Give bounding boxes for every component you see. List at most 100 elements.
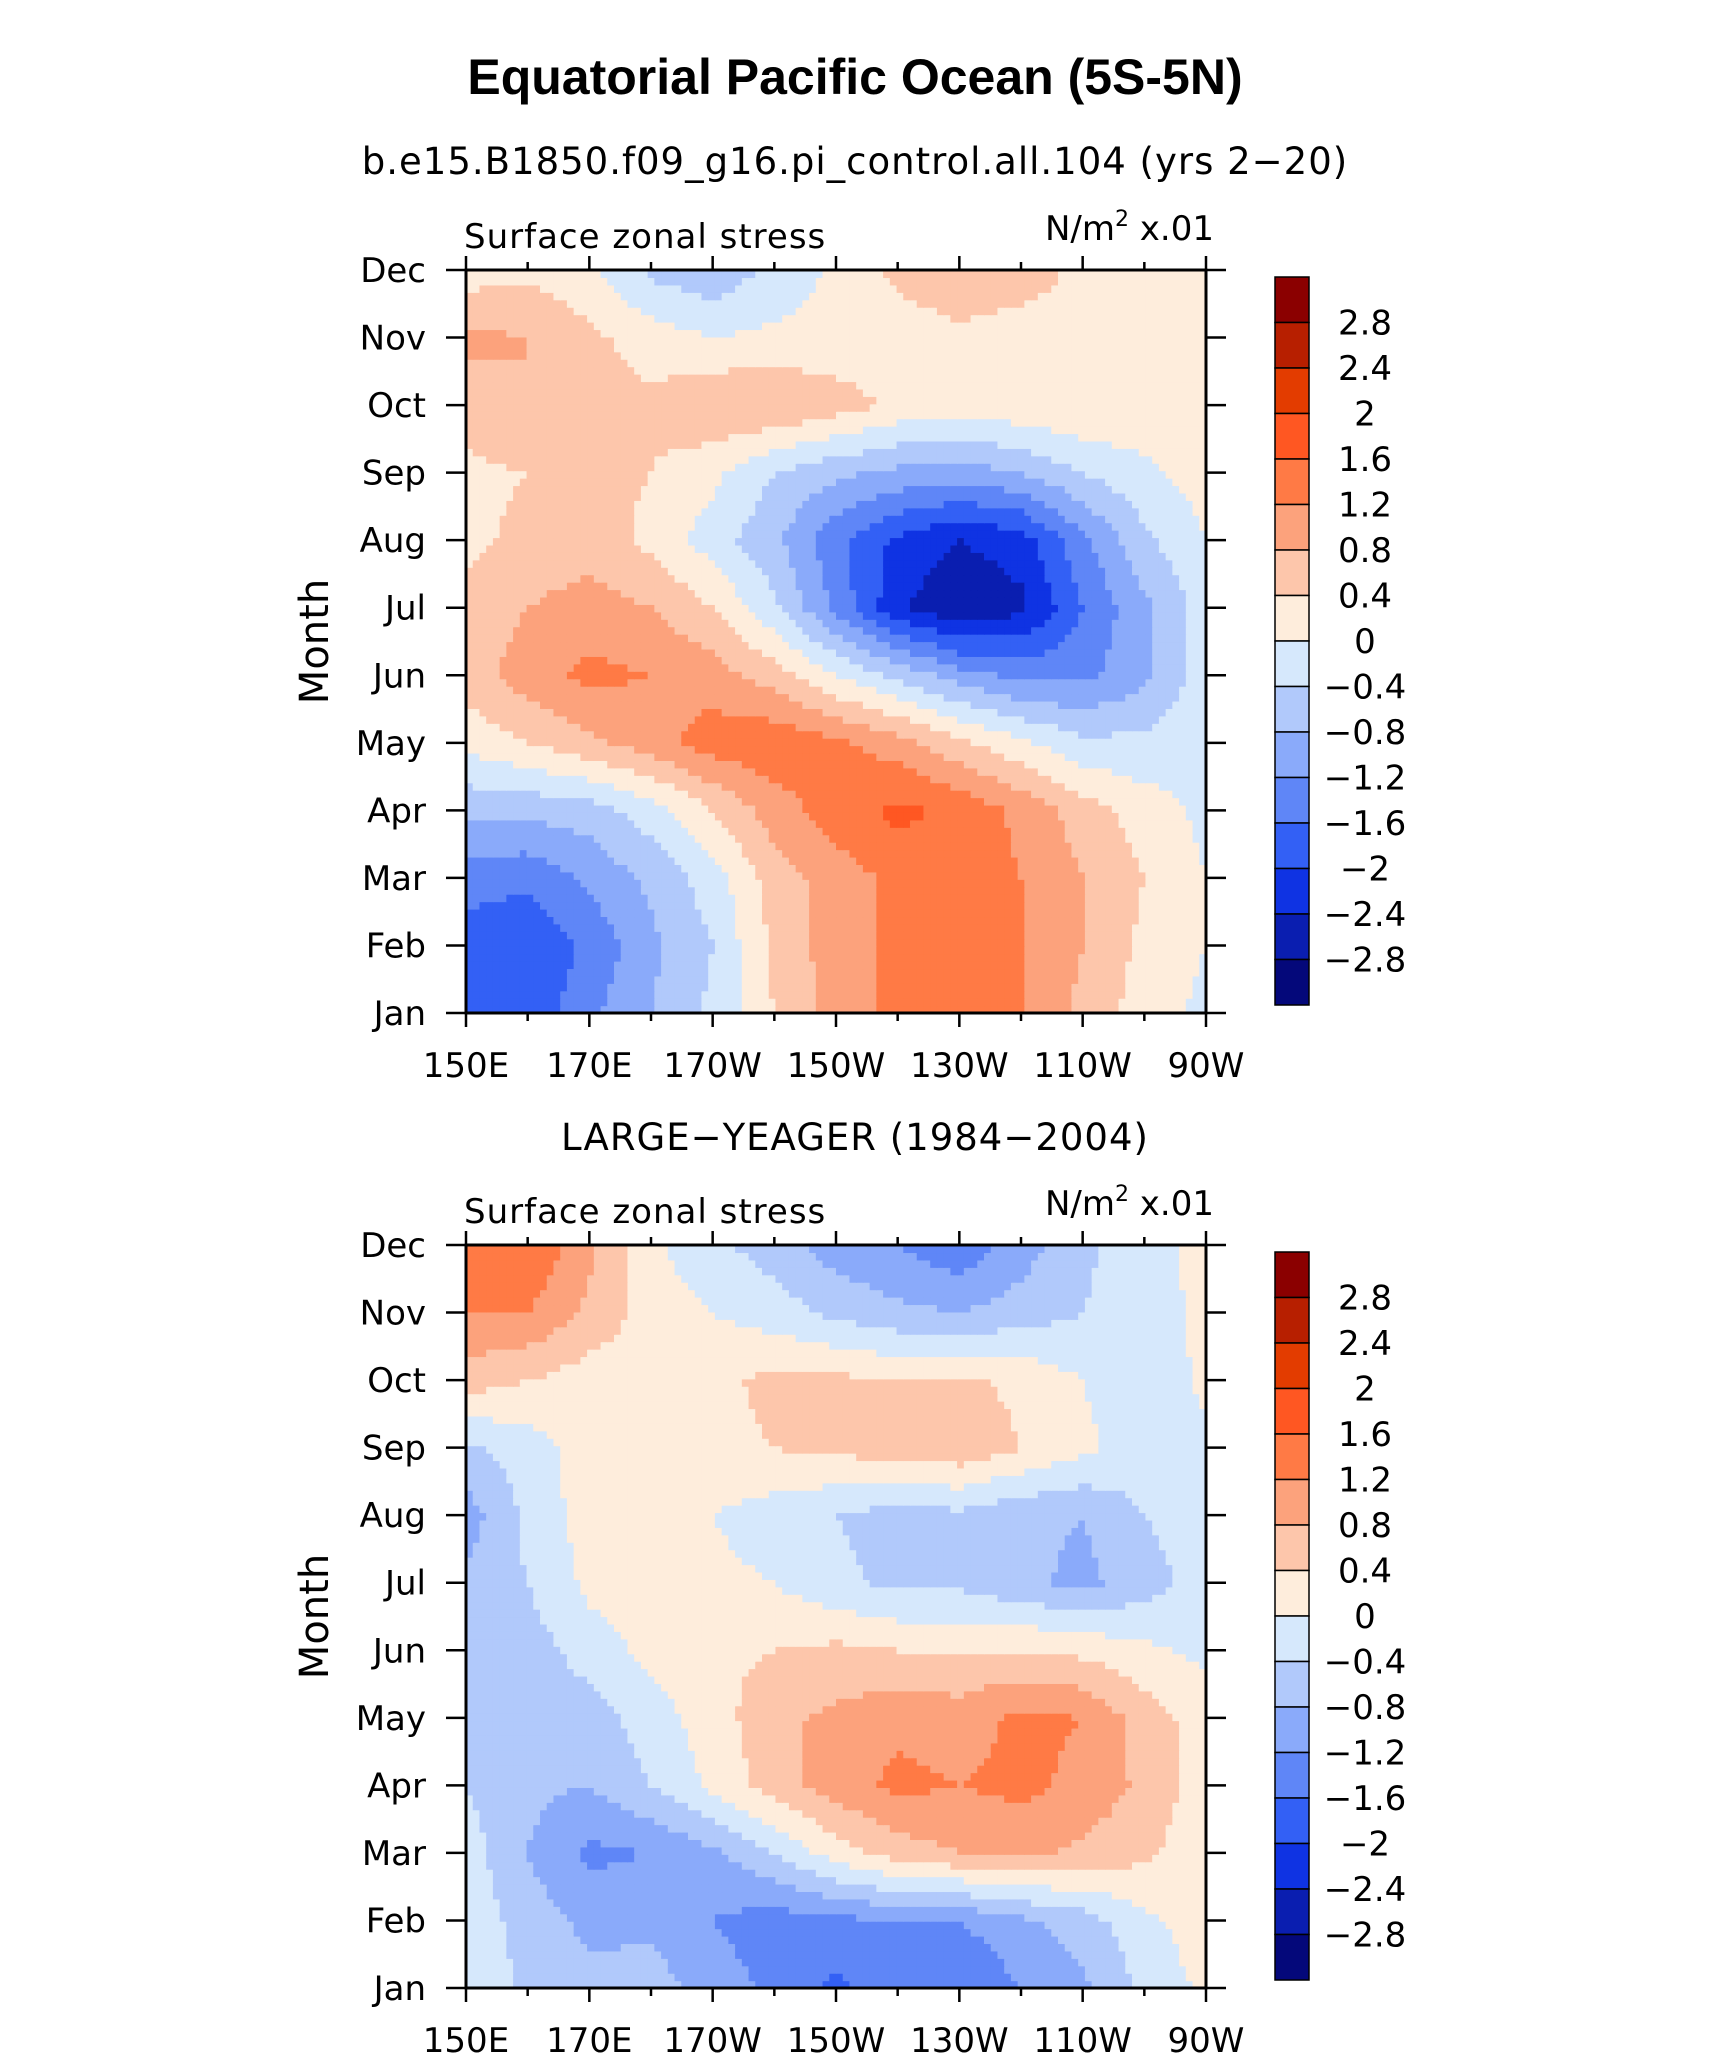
heatmap-cell [809,746,816,754]
heatmap-cell [1011,753,1018,761]
heatmap-cell [513,783,520,791]
heatmap-cell [856,968,863,976]
heatmap-cell [1038,723,1045,731]
heatmap-cell [668,894,675,902]
heatmap-cell [641,671,648,679]
heatmap-cell [742,872,749,880]
heatmap-cell [1018,798,1025,806]
heatmap-cell [816,916,823,924]
heatmap-cell [614,864,621,872]
heatmap-cell [870,894,877,902]
heatmap-cell [1031,798,1038,806]
heatmap-cell [607,679,614,687]
heatmap-cell [1085,872,1092,880]
heatmap-cell [506,968,513,976]
heatmap-cell [641,694,648,702]
heatmap-cell [843,835,850,843]
heatmap-cell [621,820,628,828]
heatmap-cell [1105,887,1112,895]
heatmap-cell [553,686,560,694]
heatmap-cell [675,976,682,984]
heatmap-cell [580,731,587,739]
heatmap-cell [991,716,998,724]
heatmap-cell [688,746,695,754]
heatmap-cell [1179,976,1186,984]
heatmap-cell [1152,894,1159,902]
heatmap-cell [836,731,843,739]
heatmap-cell [863,686,870,694]
heatmap-cell [782,701,789,709]
heatmap-cell [964,790,971,798]
heatmap-cell [1166,983,1173,991]
heatmap-cell [1193,946,1200,954]
heatmap-cell [648,783,655,791]
heatmap-cell [513,864,520,872]
heatmap-cell [849,679,856,687]
heatmap-cell [883,723,890,731]
heatmap-cell [1193,783,1200,791]
heatmap-cell [742,879,749,887]
heatmap-cell [1152,976,1159,984]
heatmap-cell [829,857,836,865]
heatmap-cell [722,708,729,716]
heatmap-cell [587,872,594,880]
heatmap-cell [627,686,634,694]
heatmap-cell [816,694,823,702]
heatmap-cell [876,939,883,947]
heatmap-cell [890,924,897,932]
heatmap-cell [513,731,520,739]
heatmap-cell [1058,872,1065,880]
heatmap-cell [856,686,863,694]
heatmap-cell [654,820,661,828]
heatmap-cell [809,983,816,991]
heatmap-cell [621,887,628,895]
heatmap-cell [870,842,877,850]
heatmap-cell [594,909,601,917]
heatmap-cell [809,976,816,984]
heatmap-cell [957,738,964,746]
heatmap-cell [668,723,675,731]
heatmap-cell [1125,820,1132,828]
heatmap-cell [1105,894,1112,902]
heatmap-cell [486,939,493,947]
heatmap-cell [1004,783,1011,791]
heatmap-cell [749,983,756,991]
heatmap-cell [601,939,608,947]
heatmap-cell [1071,902,1078,910]
heatmap-cell [816,790,823,798]
heatmap-cell [493,783,500,791]
heatmap-cell [506,753,513,761]
heatmap-cell [661,716,668,724]
heatmap-cell [1098,850,1105,858]
heatmap-cell [553,701,560,709]
heatmap-cell [775,983,782,991]
heatmap-cell [917,842,924,850]
heatmap-cell [977,909,984,917]
heatmap-cell [775,887,782,895]
heatmap-cell [1125,983,1132,991]
heatmap-cell [627,976,634,984]
heatmap-cell [997,827,1004,835]
heatmap-cell [856,775,863,783]
heatmap-cell [749,679,756,687]
heatmap-cell [574,894,581,902]
heatmap-cell [964,842,971,850]
heatmap-cell [553,976,560,984]
heatmap-cell [1172,879,1179,887]
heatmap-cell [728,783,735,791]
heatmap-cell [547,760,554,768]
heatmap-cell [486,716,493,724]
heatmap-cell [1078,738,1085,746]
heatmap-cell [1179,812,1186,820]
heatmap-cell [479,701,486,709]
heatmap-cell [1031,835,1038,843]
heatmap-cell [493,753,500,761]
heatmap-cell [1119,731,1126,739]
heatmap-cell [903,812,910,820]
heatmap-cell [654,924,661,932]
heatmap-cell [1166,775,1173,783]
heatmap-cell [654,731,661,739]
heatmap-cell [1145,850,1152,858]
heatmap-cell [890,746,897,754]
heatmap-cell [601,931,608,939]
